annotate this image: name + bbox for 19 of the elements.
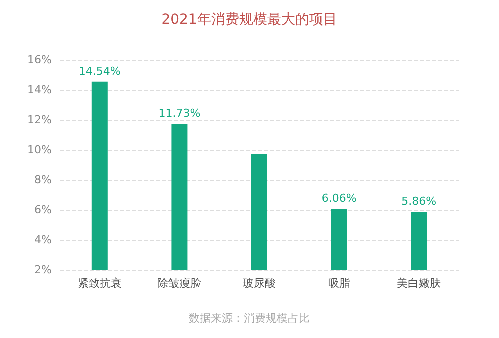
y-tick-label: 12% (28, 114, 52, 126)
y-tick-label: 16% (28, 54, 52, 66)
x-tick-label: 美白嫩肤 (397, 277, 442, 290)
x-tick-label: 除皱瘦脸 (158, 277, 202, 290)
y-tick-label: 4% (34, 234, 52, 246)
x-tick-label: 紧致抗衰 (78, 277, 122, 290)
y-tick-label: 6% (34, 204, 52, 216)
data-label: 11.73% (158, 107, 201, 120)
x-tick-label: 吸脂 (328, 277, 350, 290)
x-tick-label: 玻尿酸 (243, 277, 276, 290)
data-label: 14.54% (78, 64, 121, 78)
source-note: 数据来源：消费规模占比 (189, 312, 310, 325)
y-tick-label: 14% (28, 84, 52, 96)
y-tick-label: 10% (28, 144, 52, 156)
y-tick-label: 8% (34, 174, 52, 186)
data-label: 5.86% (402, 195, 437, 208)
data-label: 6.06% (322, 192, 357, 206)
chart-title: 2021年消费规模最大的项目 (162, 12, 338, 28)
y-tick-label: 2% (34, 264, 52, 276)
